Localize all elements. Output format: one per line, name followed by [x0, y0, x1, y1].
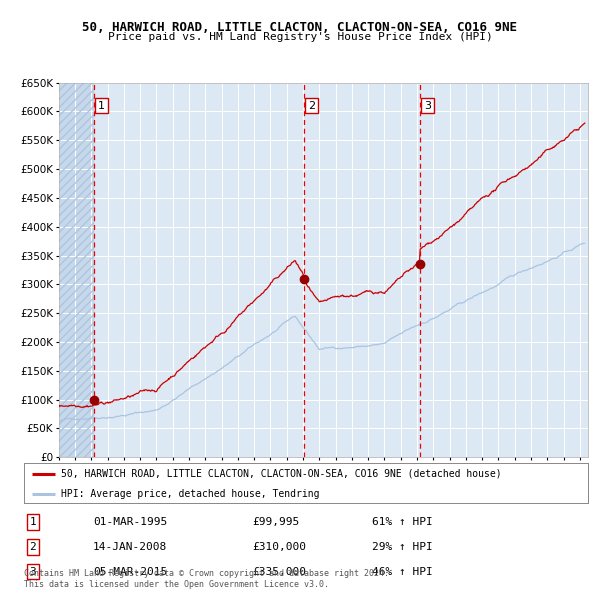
Text: 01-MAR-1995: 01-MAR-1995 [93, 517, 167, 527]
Text: £99,995: £99,995 [252, 517, 299, 527]
Text: 2: 2 [308, 101, 315, 111]
Text: HPI: Average price, detached house, Tendring: HPI: Average price, detached house, Tend… [61, 489, 319, 499]
Text: 50, HARWICH ROAD, LITTLE CLACTON, CLACTON-ON-SEA, CO16 9NE: 50, HARWICH ROAD, LITTLE CLACTON, CLACTO… [83, 21, 517, 34]
Text: 61% ↑ HPI: 61% ↑ HPI [372, 517, 433, 527]
Text: Price paid vs. HM Land Registry's House Price Index (HPI): Price paid vs. HM Land Registry's House … [107, 32, 493, 42]
Text: Contains HM Land Registry data © Crown copyright and database right 2024.
This d: Contains HM Land Registry data © Crown c… [24, 569, 389, 589]
Bar [59, 83, 94, 457]
Text: 1: 1 [29, 517, 37, 527]
Text: £335,000: £335,000 [252, 567, 306, 576]
Text: 50, HARWICH ROAD, LITTLE CLACTON, CLACTON-ON-SEA, CO16 9NE (detached house): 50, HARWICH ROAD, LITTLE CLACTON, CLACTO… [61, 469, 501, 479]
Text: 3: 3 [29, 567, 37, 576]
Text: 29% ↑ HPI: 29% ↑ HPI [372, 542, 433, 552]
Text: 14-JAN-2008: 14-JAN-2008 [93, 542, 167, 552]
Bar [59, 83, 94, 457]
Text: 05-MAR-2015: 05-MAR-2015 [93, 567, 167, 576]
Text: 1: 1 [98, 101, 105, 111]
Text: 3: 3 [424, 101, 431, 111]
Text: 2: 2 [29, 542, 37, 552]
Text: 46% ↑ HPI: 46% ↑ HPI [372, 567, 433, 576]
Text: £310,000: £310,000 [252, 542, 306, 552]
